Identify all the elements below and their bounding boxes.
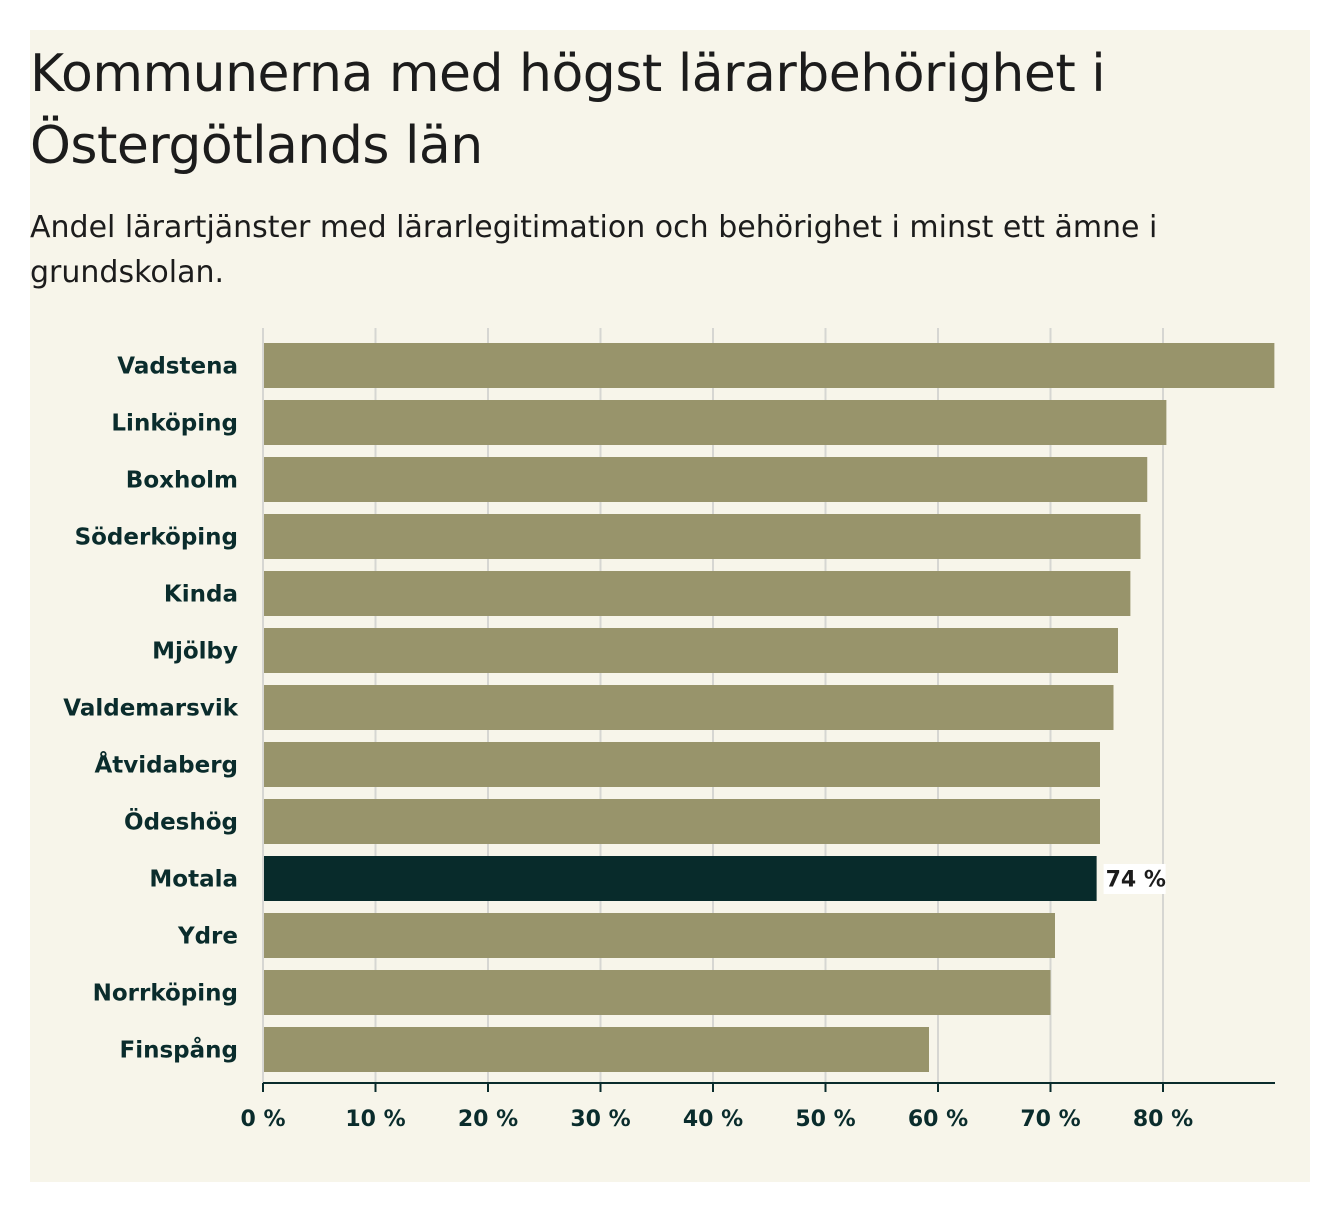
chart-subtitle: Andel lärartjänster med lärarlegitimatio… bbox=[30, 210, 1158, 290]
x-tick-label: 60 % bbox=[908, 1107, 968, 1132]
bar bbox=[263, 343, 1275, 388]
x-tick-label: 20 % bbox=[458, 1107, 518, 1132]
bar bbox=[263, 571, 1131, 616]
category-label: Vadstena bbox=[117, 354, 238, 380]
category-label: Söderköping bbox=[75, 525, 238, 551]
bar bbox=[263, 799, 1100, 844]
bar bbox=[263, 685, 1114, 730]
bar bbox=[263, 970, 1051, 1015]
x-tick-label: 0 % bbox=[240, 1107, 285, 1132]
bar bbox=[263, 742, 1100, 787]
category-label: Ydre bbox=[177, 924, 238, 950]
category-label: Norrköping bbox=[93, 981, 238, 1007]
category-label: Boxholm bbox=[126, 468, 238, 494]
x-tick-label: 10 % bbox=[345, 1107, 405, 1132]
bar bbox=[263, 400, 1167, 445]
category-label: Motala bbox=[149, 867, 238, 893]
x-tick-label: 80 % bbox=[1133, 1107, 1193, 1132]
value-label: 74 % bbox=[1106, 868, 1166, 893]
category-label: Linköping bbox=[111, 411, 238, 437]
category-label: Mjölby bbox=[152, 639, 238, 665]
chart-title: Kommunerna med högst lärarbehörighet i Ö… bbox=[30, 44, 1106, 176]
value-label-background bbox=[1103, 864, 1166, 894]
bar bbox=[263, 856, 1097, 901]
category-label: Finspång bbox=[120, 1037, 238, 1064]
x-tick-label: 30 % bbox=[570, 1107, 630, 1132]
bar bbox=[263, 1027, 929, 1072]
category-label: Valdemarsvik bbox=[63, 696, 238, 722]
x-tick-label: 70 % bbox=[1020, 1107, 1080, 1132]
bar bbox=[263, 514, 1141, 559]
x-tick-label: 40 % bbox=[683, 1107, 743, 1132]
bar bbox=[263, 913, 1055, 958]
category-label: Kinda bbox=[164, 582, 238, 608]
category-label: Ödeshög bbox=[124, 808, 238, 836]
bar bbox=[263, 457, 1148, 502]
x-tick-label: 50 % bbox=[795, 1107, 855, 1132]
bar bbox=[263, 628, 1118, 673]
category-label: Åtvidaberg bbox=[94, 751, 238, 779]
